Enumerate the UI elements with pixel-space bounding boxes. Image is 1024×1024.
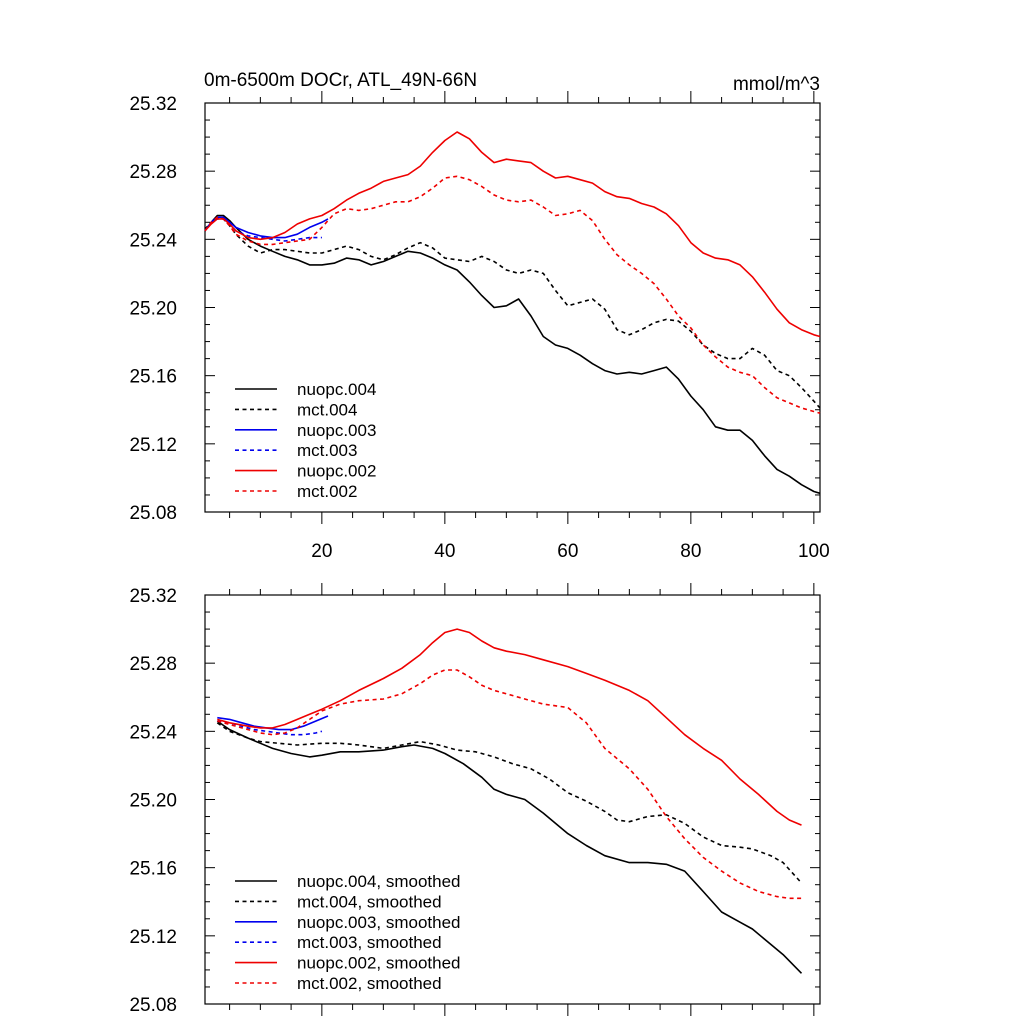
legend-label: mct.002, smoothed <box>297 974 442 993</box>
units-label: mmol/m^3 <box>733 74 820 95</box>
y-tick-label: 25.12 <box>129 927 177 948</box>
legend-label: mct.003, smoothed <box>297 933 442 952</box>
series-line-4 <box>217 628 802 826</box>
legend-label: nuopc.002 <box>297 462 376 481</box>
series-line-2 <box>204 216 329 239</box>
bottom-panel: 25.32 25.28 25.24 25.20 25.16 25.12 25.08 nuop… <box>129 583 821 1016</box>
tick-marks <box>205 91 820 524</box>
y-tick-label: 25.28 <box>129 654 177 675</box>
series-line-0 <box>204 214 821 495</box>
x-tick-label: 100 <box>798 541 830 562</box>
series-line-1 <box>204 216 821 409</box>
x-tick-label: 40 <box>434 541 455 562</box>
x-tick-label: 60 <box>557 541 578 562</box>
legend-label: nuopc.004 <box>297 380 376 399</box>
legend-label: nuopc.002, smoothed <box>297 954 461 973</box>
chart-title: 0m-6500m DOCr, ATL_49N-66N <box>204 70 477 91</box>
series-line-0 <box>216 720 803 974</box>
y-tick-label: 25.24 <box>129 722 177 743</box>
top-panel: 0m-6500m DOCr, ATL_49N-66N mmol/m^3 25.3… <box>129 70 829 562</box>
series-lines <box>216 628 803 974</box>
y-tick-label: 25.20 <box>129 299 177 320</box>
x-tick-label: 80 <box>680 541 701 562</box>
y-tick-label: 25.08 <box>129 503 177 524</box>
legend-label: mct.004, smoothed <box>297 892 442 911</box>
series-line-5 <box>204 175 821 414</box>
series-line-5 <box>217 669 802 900</box>
series-line-2 <box>217 715 329 731</box>
legend-label: nuopc.003, smoothed <box>297 913 461 932</box>
legend-label: mct.002 <box>297 482 357 501</box>
legend-label: nuopc.003 <box>297 421 376 440</box>
y-tick-label: 25.08 <box>129 995 177 1016</box>
y-tick-label: 25.20 <box>129 791 177 812</box>
series-line-1 <box>216 722 803 884</box>
y-tick-label: 25.16 <box>129 859 177 880</box>
tick-marks <box>205 583 820 1016</box>
y-tick-label: 25.28 <box>129 162 177 183</box>
tick-labels: 25.32 25.28 25.24 25.20 25.16 25.12 25.08 20 40 6… <box>129 94 829 562</box>
tick-labels: 25.32 25.28 25.24 25.20 25.16 25.12 25.08 <box>129 586 177 1016</box>
y-tick-label: 25.12 <box>129 435 177 456</box>
legend-label: nuopc.004, smoothed <box>297 872 461 891</box>
legend-label: mct.003 <box>297 441 357 460</box>
series-lines <box>204 131 821 495</box>
y-tick-label: 25.32 <box>129 586 177 607</box>
y-tick-label: 25.16 <box>129 367 177 388</box>
series-line-4 <box>204 131 821 338</box>
x-tick-label: 20 <box>311 541 332 562</box>
y-tick-label: 25.24 <box>129 230 177 251</box>
legend-label: mct.004 <box>297 400 357 419</box>
y-tick-label: 25.32 <box>129 94 177 115</box>
